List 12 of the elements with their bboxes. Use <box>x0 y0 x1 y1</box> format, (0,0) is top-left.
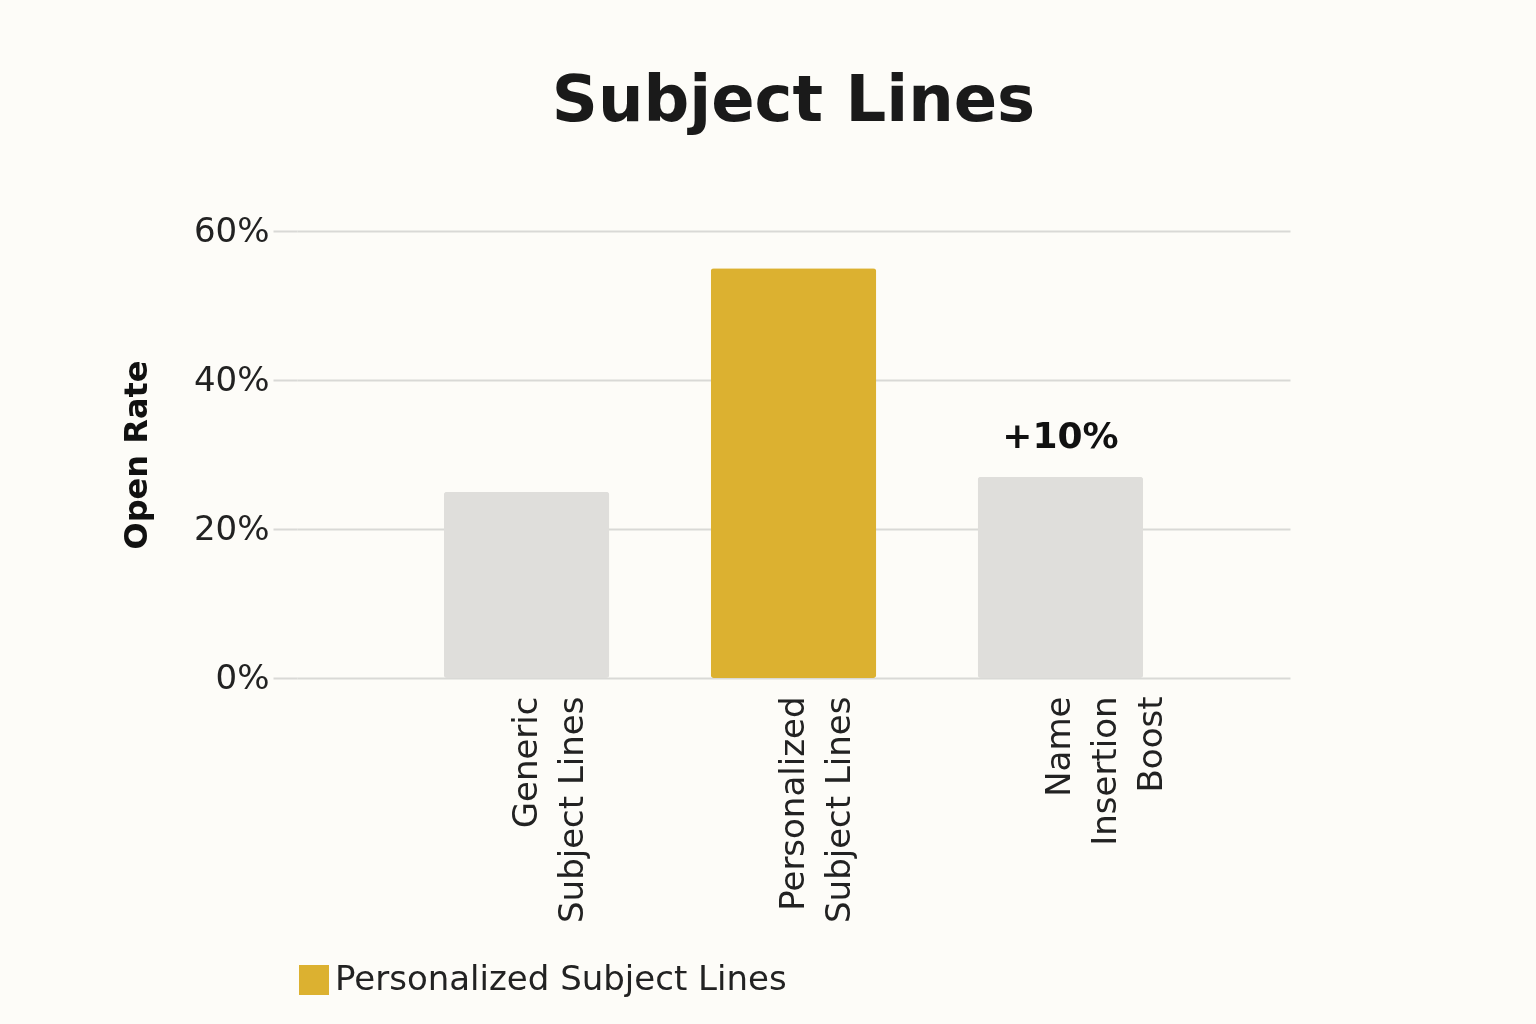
chart-title: Subject Lines <box>551 62 1036 136</box>
x-tick-label: Generic Subject Lines <box>504 696 591 923</box>
legend-label: Personalized Subject Lines <box>335 958 787 998</box>
y-axis-title: Open Rate <box>116 360 155 550</box>
y-tick-label: 40% <box>193 358 270 399</box>
annotation: +10% <box>1002 414 1119 456</box>
x-tick-label: Name Insertion Boost <box>1038 696 1171 846</box>
x-tick-label: Personalized Subject Lines <box>771 696 858 923</box>
y-tick-label: 60% <box>193 209 270 250</box>
y-tick-label: 0% <box>215 656 270 697</box>
y-tick-label: 20% <box>193 507 270 548</box>
bar <box>710 268 877 678</box>
